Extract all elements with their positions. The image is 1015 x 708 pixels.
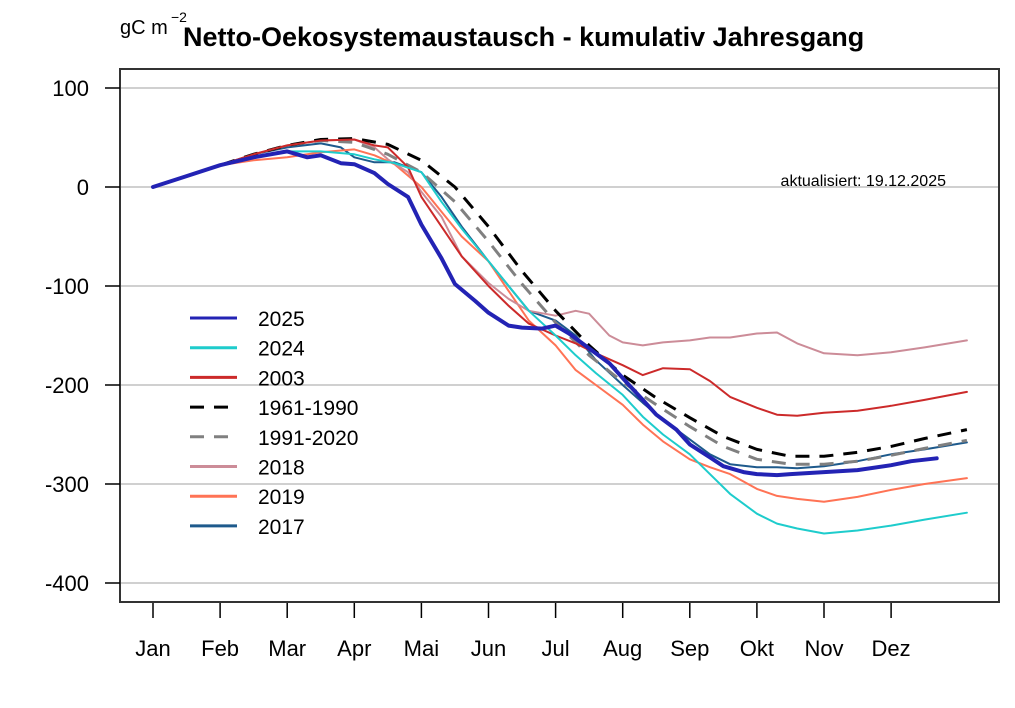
y-tick-label: 100 bbox=[52, 76, 89, 101]
y-axis: 100 0 -100 -200 -300 -400 bbox=[45, 76, 120, 596]
x-tick-label: Dez bbox=[872, 636, 911, 661]
y-tick-label: -400 bbox=[45, 571, 89, 596]
legend-label: 2003 bbox=[258, 367, 305, 390]
legend-label: 1991-2020 bbox=[258, 427, 358, 450]
x-tick-label: Sep bbox=[670, 636, 709, 661]
x-tick-label: Feb bbox=[201, 636, 239, 661]
x-axis: Jan Feb Mar Apr Mai Jun Jul Aug Sep Okt Nov Dez bbox=[135, 603, 911, 661]
y-unit-exponent: −2 bbox=[171, 9, 187, 25]
x-tick-label: Aug bbox=[603, 636, 642, 661]
legend-label: 2018 bbox=[258, 457, 305, 480]
x-tick-label: Mai bbox=[404, 636, 439, 661]
legend-label: 1961-1990 bbox=[258, 397, 358, 420]
series-line-1961-1990 bbox=[152, 137, 968, 458]
x-tick-label: Mar bbox=[268, 636, 306, 661]
y-tick-label: 0 bbox=[77, 175, 89, 200]
series-line-2025 bbox=[151, 149, 939, 478]
grid-lines bbox=[121, 87, 998, 584]
y-unit-label: gC m bbox=[120, 17, 168, 39]
chart-title: Netto-Oekosystemaustausch - kumulativ Ja… bbox=[183, 22, 864, 52]
y-tick-label: -200 bbox=[45, 373, 89, 398]
plot-frame bbox=[119, 68, 1000, 603]
legend-label: 2019 bbox=[258, 486, 305, 509]
series-lines bbox=[151, 137, 968, 535]
x-tick-label: Okt bbox=[740, 636, 774, 661]
update-annotation: aktualisiert: 19.12.2025 bbox=[781, 173, 947, 190]
y-tick-label: -300 bbox=[45, 472, 89, 497]
x-tick-label: Jul bbox=[542, 636, 570, 661]
legend-label: 2025 bbox=[258, 308, 305, 331]
legend-label: 2017 bbox=[258, 516, 305, 539]
x-tick-label: Jan bbox=[135, 636, 170, 661]
series-line-2024 bbox=[152, 150, 968, 535]
legend-label: 2024 bbox=[258, 338, 305, 361]
x-tick-label: Nov bbox=[804, 636, 843, 661]
y-tick-label: -100 bbox=[45, 274, 89, 299]
x-tick-label: Jun bbox=[471, 636, 506, 661]
series-line-1991-2020 bbox=[152, 139, 968, 466]
x-tick-label: Apr bbox=[337, 636, 371, 661]
legend: 2025 2024 2003 1961-1990 1991-2020 2018 2019 20… bbox=[190, 308, 358, 539]
